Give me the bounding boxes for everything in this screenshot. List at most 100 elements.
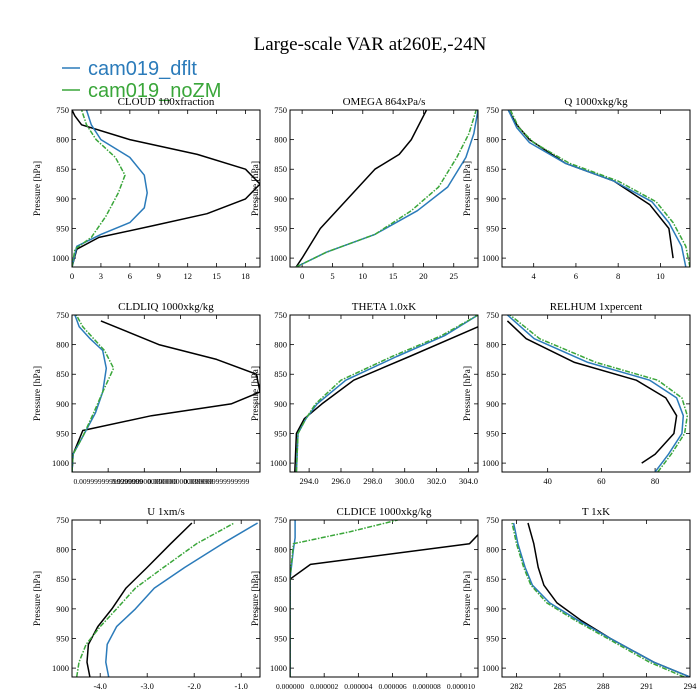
y-axis-label: Pressure [hPa] bbox=[251, 161, 261, 216]
y-tick-label: 750 bbox=[486, 310, 499, 320]
plot-frame bbox=[71, 109, 261, 268]
figure-title: Large-scale VAR at260E,-24N bbox=[254, 34, 487, 55]
series-group bbox=[511, 522, 690, 677]
x-tick-label: -2.0 bbox=[187, 681, 200, 691]
series-line-2 bbox=[295, 315, 478, 472]
y-tick-label: 1000 bbox=[270, 253, 287, 263]
x-tick-label: 0.0200000000000000 bbox=[111, 477, 177, 486]
y-tick-label: 750 bbox=[56, 310, 69, 320]
panel-title: THETA 1.0xK bbox=[352, 301, 417, 313]
panel-title: CLDLIQ 1000xkg/kg bbox=[118, 301, 214, 313]
y-tick-label: 800 bbox=[486, 545, 499, 555]
x-tick-label: 10 bbox=[656, 271, 665, 281]
x-tick-label: 8 bbox=[616, 271, 620, 281]
y-tick-label: 1000 bbox=[482, 458, 499, 468]
series-line-2 bbox=[511, 522, 685, 677]
panel-title: U 1xm/s bbox=[147, 506, 185, 518]
series-line-2 bbox=[509, 110, 690, 267]
y-tick-label: 850 bbox=[486, 574, 499, 584]
y-tick-label: 850 bbox=[486, 164, 499, 174]
y-axis-label: Pressure [hPa] bbox=[251, 571, 261, 626]
y-tick-label: 900 bbox=[274, 194, 287, 204]
y-tick-label: 950 bbox=[486, 223, 499, 233]
y-tick-label: 950 bbox=[486, 428, 499, 438]
y-tick-label: 800 bbox=[56, 135, 69, 145]
plot-frame bbox=[289, 519, 479, 678]
x-tick-label: 294 bbox=[684, 681, 698, 691]
y-tick-label: 800 bbox=[274, 135, 287, 145]
x-tick-label: 9 bbox=[157, 271, 161, 281]
series-line-0 bbox=[506, 320, 678, 464]
x-tick-label: 18 bbox=[241, 271, 250, 281]
chart-panel-3: CLDLIQ 1000xkg/kg Pressure [hPa] 750 800 850… bbox=[33, 301, 261, 486]
series-group bbox=[75, 522, 258, 677]
y-tick-label: 950 bbox=[56, 633, 69, 643]
series-line-2 bbox=[295, 110, 477, 267]
y-tick-label: 900 bbox=[486, 399, 499, 409]
x-tick-label: 3 bbox=[99, 271, 103, 281]
y-tick-label: 950 bbox=[274, 223, 287, 233]
y-tick-label: 800 bbox=[274, 545, 287, 555]
y-tick-label: 850 bbox=[274, 574, 287, 584]
y-tick-label: 1000 bbox=[52, 663, 69, 673]
y-tick-label: 900 bbox=[56, 399, 69, 409]
series-line-0 bbox=[86, 522, 193, 677]
x-tick-label: 0.000002 bbox=[310, 682, 338, 691]
y-axis-label: Pressure [hPa] bbox=[33, 366, 43, 421]
series-group bbox=[507, 110, 690, 267]
plot-frame bbox=[71, 314, 261, 473]
x-tick-label: 294.0 bbox=[300, 476, 319, 486]
series-line-1 bbox=[72, 315, 108, 472]
y-tick-label: 800 bbox=[274, 340, 287, 350]
y-tick-label: 950 bbox=[56, 428, 69, 438]
y-tick-label: 950 bbox=[486, 633, 499, 643]
x-tick-label: 6 bbox=[128, 271, 132, 281]
plot-frame bbox=[71, 519, 261, 678]
x-tick-label: 0.000008 bbox=[413, 682, 441, 691]
x-tick-label: 25 bbox=[449, 271, 458, 281]
y-tick-label: 900 bbox=[56, 604, 69, 614]
x-tick-label: 0 bbox=[70, 271, 74, 281]
x-tick-label: 5 bbox=[330, 271, 334, 281]
y-axis-label: Pressure [hPa] bbox=[251, 366, 261, 421]
x-tick-label: 0.00999999999999999 bbox=[73, 477, 143, 486]
series-group bbox=[294, 315, 478, 472]
y-tick-label: 900 bbox=[486, 194, 499, 204]
y-tick-label: 750 bbox=[486, 515, 499, 525]
plot-frame bbox=[289, 109, 479, 268]
y-tick-label: 800 bbox=[56, 545, 69, 555]
x-tick-label: 282 bbox=[510, 681, 523, 691]
panel-title: CLDICE 1000xkg/kg bbox=[336, 506, 432, 518]
series-line-2 bbox=[509, 315, 689, 472]
x-tick-label: 0 bbox=[300, 271, 304, 281]
x-tick-label: 40 bbox=[543, 476, 552, 486]
x-tick-label: 0.0300000000000000 bbox=[148, 477, 214, 486]
y-tick-label: 1000 bbox=[52, 253, 69, 263]
y-tick-label: 950 bbox=[274, 633, 287, 643]
series-line-0 bbox=[72, 320, 260, 472]
legend: cam019_dflt cam019_noZM bbox=[62, 58, 221, 102]
x-tick-label: 288 bbox=[597, 681, 610, 691]
y-axis-label: Pressure [hPa] bbox=[463, 571, 473, 626]
chart-panel-1: OMEGA 864xPa/s Pressure [hPa] 750 800 850 900… bbox=[251, 96, 479, 281]
x-tick-label: 6 bbox=[574, 271, 578, 281]
x-tick-label: 291 bbox=[640, 681, 653, 691]
legend-label-dflt: cam019_dflt bbox=[88, 58, 197, 80]
plot-frame bbox=[501, 109, 691, 268]
y-tick-label: 900 bbox=[486, 604, 499, 614]
series-line-1 bbox=[507, 110, 687, 267]
y-tick-label: 1000 bbox=[52, 458, 69, 468]
y-tick-label: 750 bbox=[274, 310, 287, 320]
x-tick-label: 0.0399999999999999 bbox=[184, 477, 250, 486]
y-tick-label: 900 bbox=[274, 604, 287, 614]
panel-title: CLOUD 100xfraction bbox=[118, 96, 215, 108]
y-tick-label: 750 bbox=[56, 105, 69, 115]
series-line-0 bbox=[295, 110, 428, 267]
x-tick-label: 10 bbox=[359, 271, 368, 281]
series-line-2 bbox=[75, 522, 235, 677]
y-tick-label: 1000 bbox=[482, 253, 499, 263]
y-tick-label: 800 bbox=[486, 135, 499, 145]
panel-title: RELHUM 1xpercent bbox=[550, 301, 643, 313]
